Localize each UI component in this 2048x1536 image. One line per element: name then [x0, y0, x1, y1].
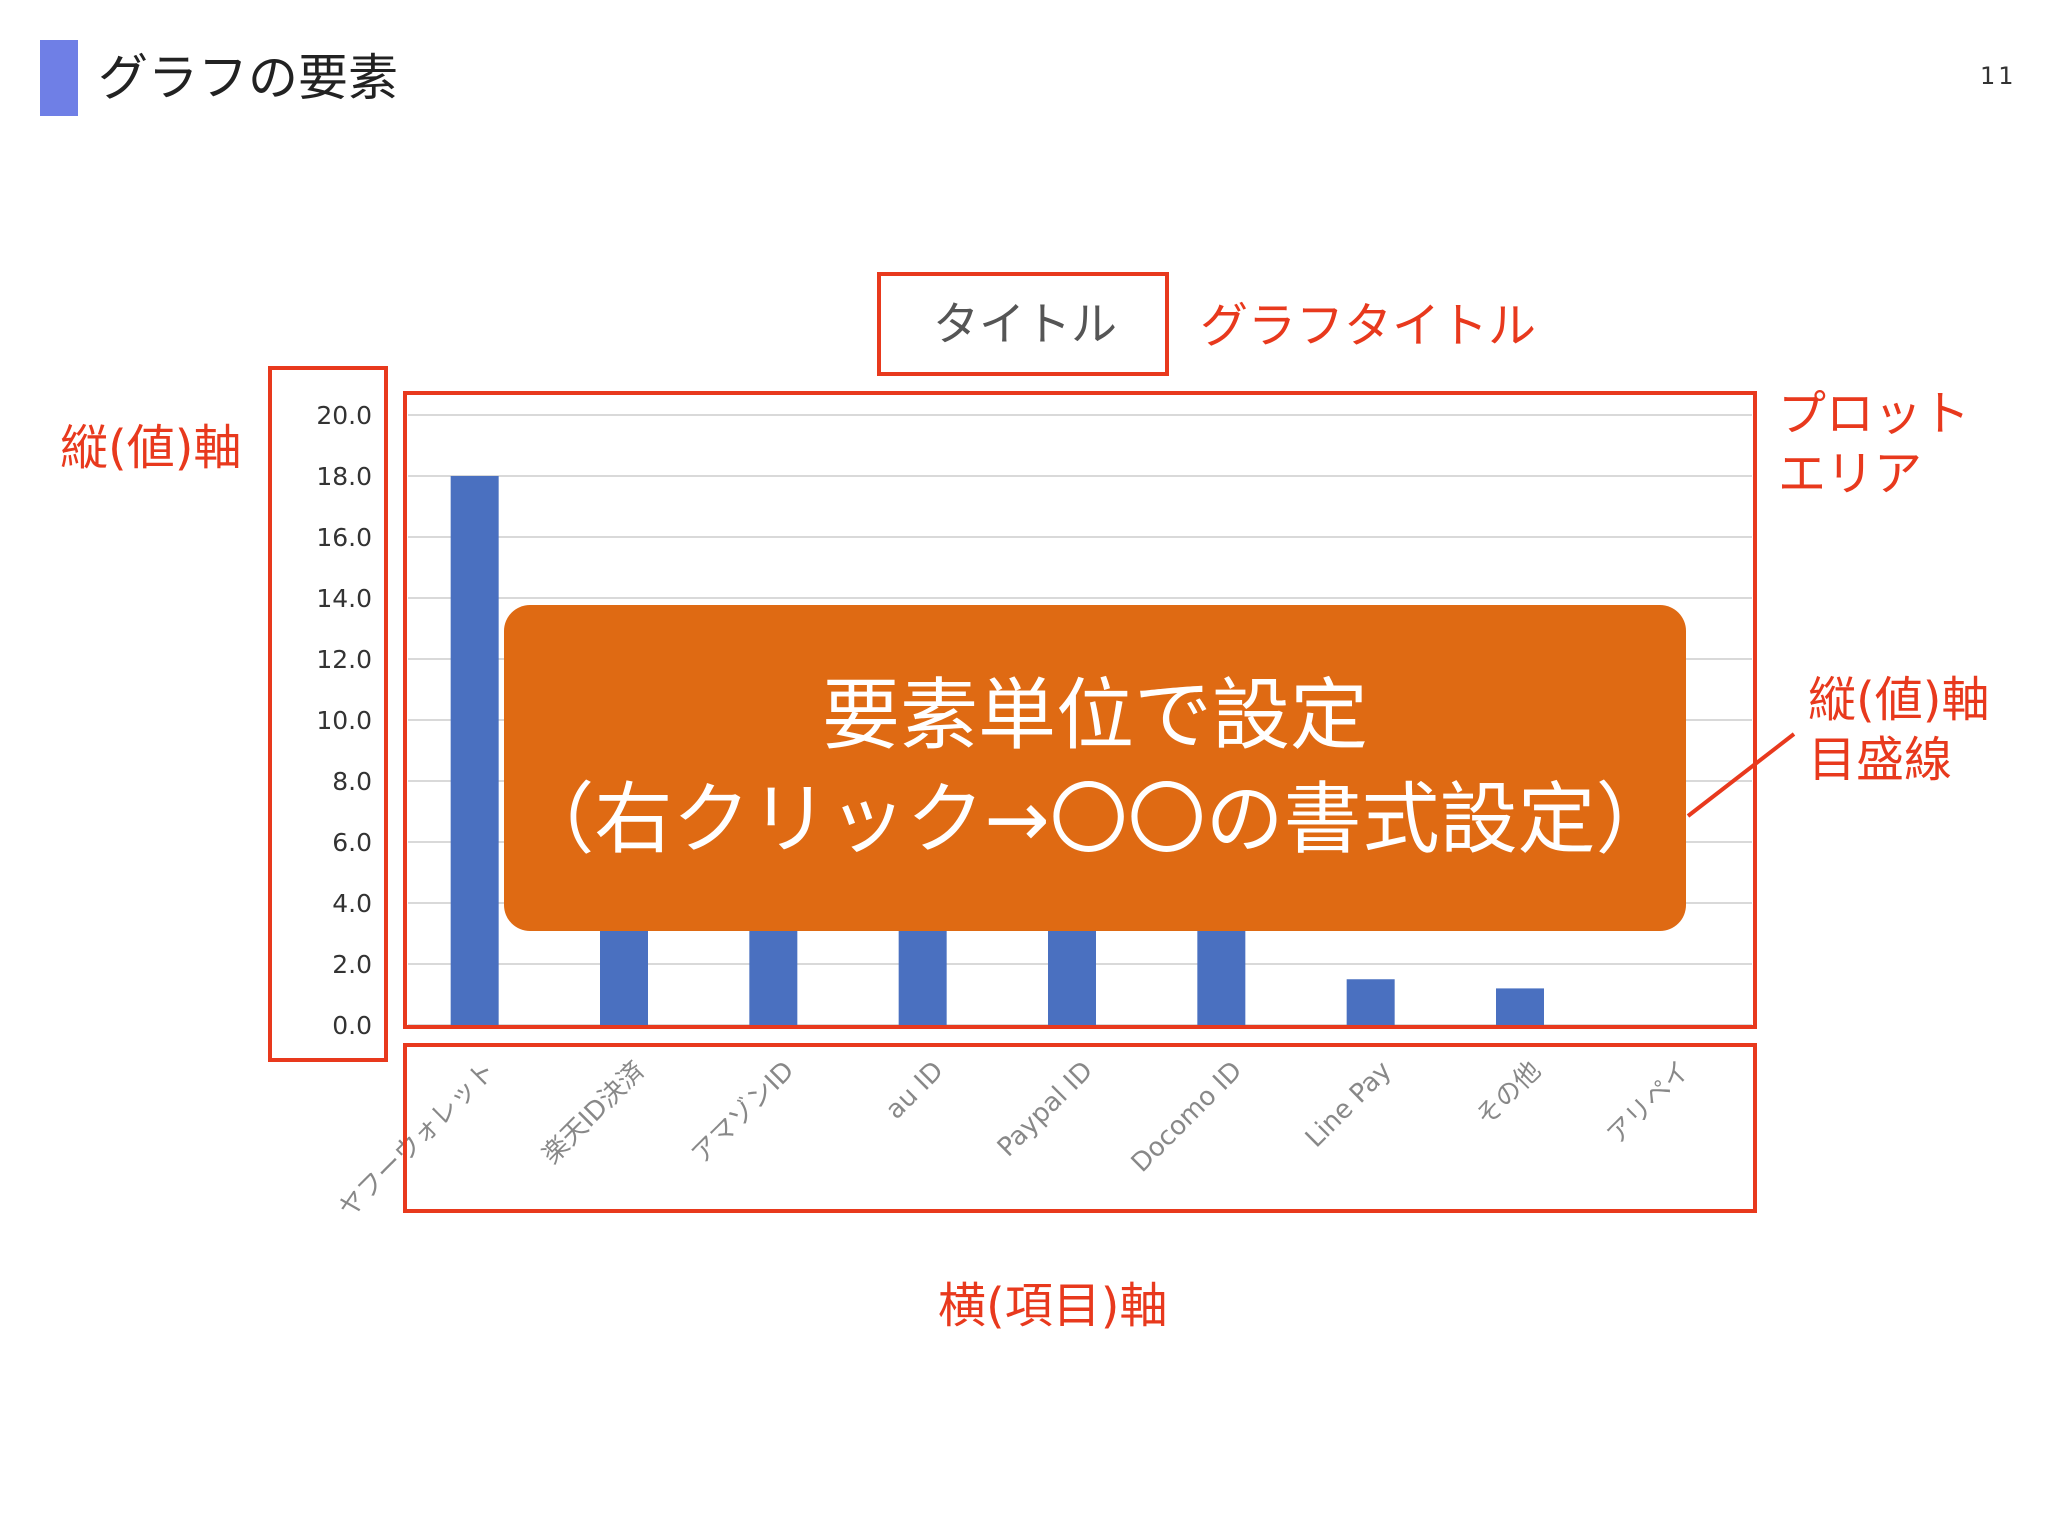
gridlines-annotation-line2: 目盛線 — [1808, 732, 1953, 788]
callout-line1: 要素単位で設定 — [821, 671, 1368, 761]
y-tick-label: 18.0 — [316, 462, 372, 491]
value-axis-annotation: 縦(値)軸 — [60, 420, 242, 476]
value-axis-highlight-box — [268, 366, 388, 1062]
title-accent-bar — [40, 40, 78, 116]
bar — [1496, 988, 1544, 1025]
category-axis-annotation: 横(項目)軸 — [938, 1278, 1168, 1334]
chart-title-highlight-box — [877, 272, 1169, 376]
y-tick-label: 16.0 — [316, 523, 372, 552]
y-tick-label: 20.0 — [316, 401, 372, 430]
bar — [1346, 979, 1395, 1025]
category-axis-highlight-box — [403, 1043, 1757, 1213]
chart-title: タイトル — [933, 297, 1117, 351]
y-tick-label: 8.0 — [332, 767, 372, 796]
y-tick-label: 10.0 — [316, 706, 372, 735]
y-tick-label: 14.0 — [316, 584, 372, 613]
y-tick-label: 4.0 — [332, 889, 372, 918]
gridlines-annotation-line1: 縦(値)軸 — [1808, 672, 1990, 728]
chart-title-annotation: グラフタイトル — [1200, 298, 1537, 354]
y-tick-label: 6.0 — [332, 828, 372, 857]
y-tick-label: 2.0 — [332, 950, 372, 979]
bar — [450, 476, 499, 1025]
plot-area-highlight-box — [403, 391, 1757, 1029]
plot-area-annotation-line1: プロット — [1778, 386, 1971, 442]
callout-box: 要素単位で設定 （右クリック→〇〇の書式設定） — [504, 605, 1686, 931]
callout-line2: （右クリック→〇〇の書式設定） — [516, 775, 1674, 865]
slide-title: グラフの要素 — [98, 49, 398, 107]
bars — [450, 476, 1544, 1025]
y-tick-label: 0.0 — [332, 1011, 372, 1040]
plot-area-annotation-line2: エリア — [1778, 446, 1923, 502]
y-axis-ticks: 0.0 2.0 4.0 6.0 8.0 10.0 12.0 14.0 16.0 18.0 20.0 — [316, 401, 372, 1040]
page-number: 11 — [1980, 62, 2017, 90]
y-tick-label: 12.0 — [316, 645, 372, 674]
